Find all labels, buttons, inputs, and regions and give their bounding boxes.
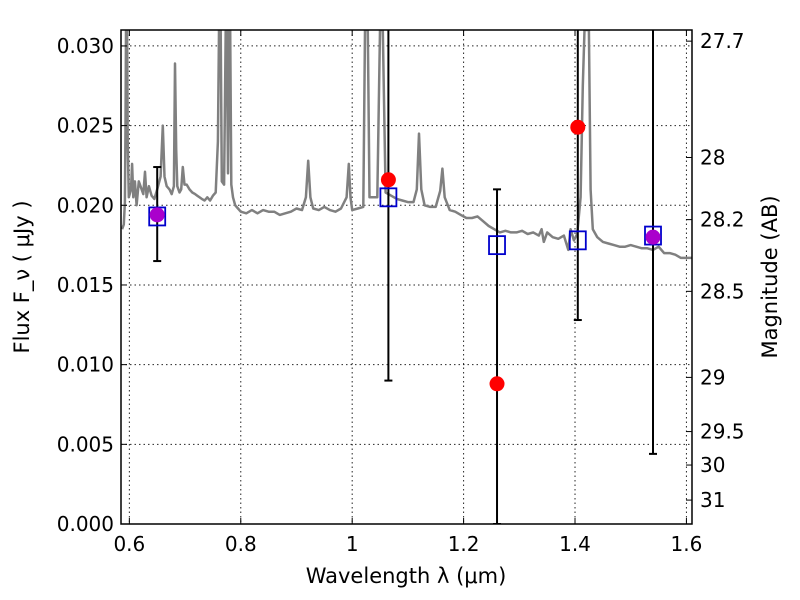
y-tick-label: 0.010 — [57, 353, 114, 377]
magnitude-tick-label: 31 — [700, 488, 725, 512]
y-tick-label: 0.025 — [57, 114, 114, 138]
y-axis-label: Flux F_ν ( μJy ) — [10, 200, 35, 353]
spectrum-line — [121, 30, 692, 260]
observed-photometry-points — [149, 119, 661, 392]
magnitude-tick-label: 27.7 — [700, 29, 745, 53]
y-tick-label: 0.030 — [57, 34, 114, 58]
y-tick-label: 0.000 — [57, 512, 114, 536]
magnitude-axis-ticks: 27.7 28 28.2 28.5 29 29.5 30 31 — [686, 29, 745, 512]
magnitude-tick-label: 29.5 — [700, 420, 745, 444]
model-photometry-square — [568, 230, 587, 251]
observed-photometry-point — [489, 376, 505, 392]
grid — [121, 30, 692, 525]
x-tick-label: 0.8 — [225, 532, 257, 556]
x-tick-label: 0.6 — [113, 532, 145, 556]
model-photometry-square — [488, 235, 506, 256]
magnitude-tick-label: 30 — [700, 453, 725, 477]
y-tick-label: 0.005 — [57, 432, 114, 456]
y-axis-ticks: 0.000 0.005 0.010 0.015 0.020 0.025 0.030 — [57, 34, 127, 536]
observed-photometry-point — [149, 207, 165, 223]
magnitude-tick-label: 28.5 — [700, 279, 745, 303]
y-tick-label: 0.015 — [57, 273, 114, 297]
model-spectrum — [121, 30, 692, 260]
x-tick-label: 1 — [346, 532, 359, 556]
magnitude-tick-label: 28.2 — [700, 208, 745, 232]
observed-photometry-point — [570, 119, 586, 135]
x-axis-label: Wavelength λ (μm) — [306, 564, 507, 588]
observed-photometry-point — [380, 172, 396, 188]
plot-frame — [120, 29, 693, 525]
model-photometry-square — [379, 187, 398, 208]
magnitude-axis-label: Magnitude (AB) — [758, 195, 782, 358]
observed-photometry-point — [645, 229, 661, 245]
x-tick-label: 1.6 — [671, 532, 703, 556]
magnitude-tick-label: 29 — [700, 365, 725, 389]
x-tick-label: 1.4 — [559, 532, 591, 556]
x-tick-label: 1.2 — [448, 532, 480, 556]
magnitude-tick-label: 28 — [700, 145, 725, 169]
x-axis-ticks: 0.6 0.8 1 1.2 1.4 1.6 — [113, 30, 702, 556]
y-tick-label: 0.020 — [57, 193, 114, 217]
model-photometry-points — [148, 187, 662, 256]
